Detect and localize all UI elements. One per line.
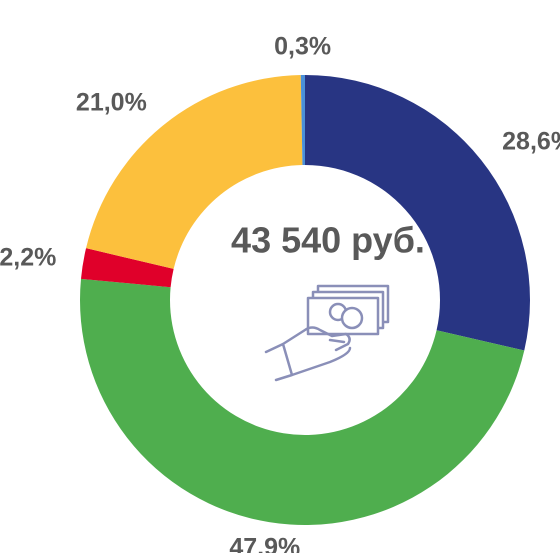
slice — [300, 75, 305, 166]
money-icon — [264, 284, 390, 382]
slice — [80, 278, 525, 526]
data-label: 47,9% — [229, 533, 300, 553]
slice — [86, 75, 303, 269]
data-label: 2,2% — [0, 244, 56, 272]
center-text: 43 540 руб. — [231, 220, 425, 261]
data-label: 21,0% — [76, 88, 147, 116]
data-label: 0,3% — [274, 33, 331, 61]
slice — [305, 75, 530, 351]
data-label: 28,6% — [502, 128, 560, 156]
donut — [80, 75, 530, 526]
slice — [80, 248, 174, 288]
